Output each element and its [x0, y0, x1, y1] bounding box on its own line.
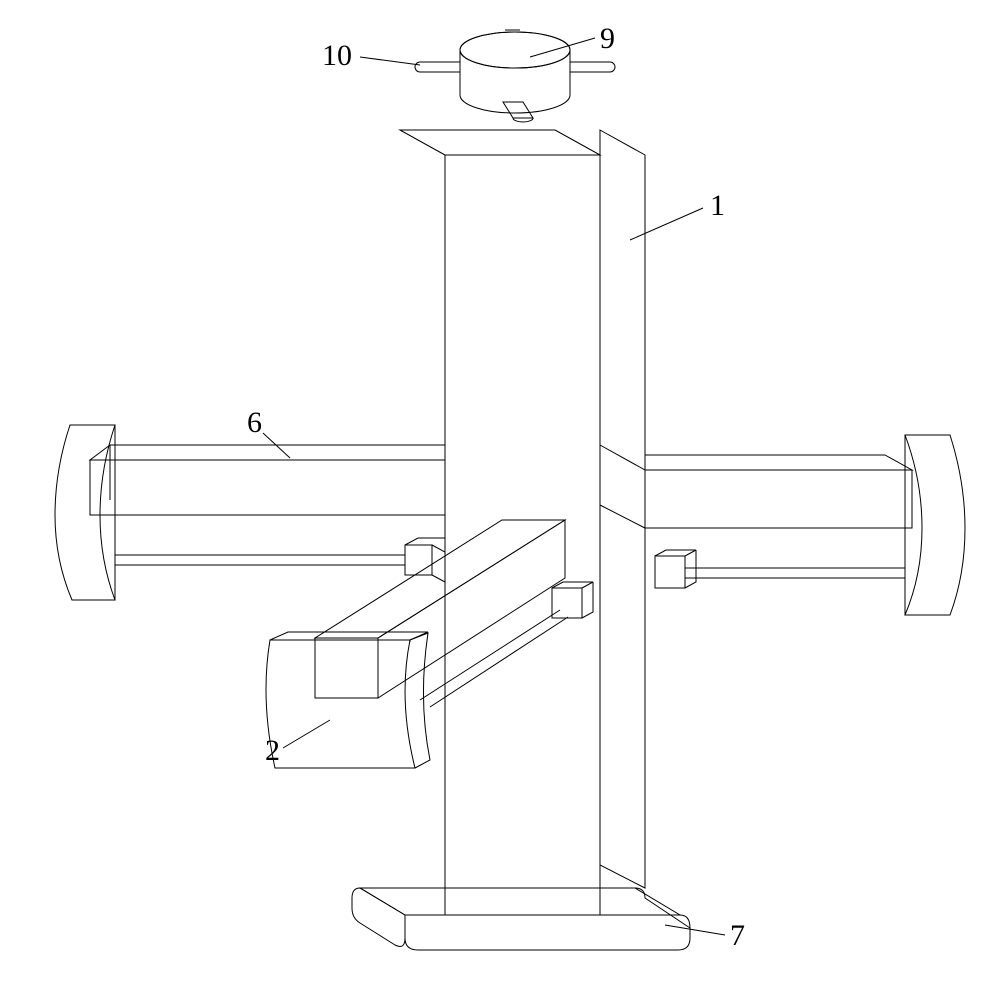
- label-7: 7: [665, 919, 745, 952]
- column-top-edges: [400, 130, 600, 155]
- top-knob: [415, 30, 615, 122]
- right-arm: [645, 435, 965, 615]
- label-7-text: 7: [730, 919, 745, 952]
- label-2-text: 2: [265, 734, 280, 767]
- base-plate: [352, 888, 690, 950]
- left-arm: [55, 425, 445, 600]
- label-10: 10: [322, 39, 420, 72]
- label-2: 2: [265, 720, 330, 767]
- label-1: 1: [630, 189, 725, 240]
- label-1-text: 1: [710, 189, 725, 222]
- label-10-text: 10: [322, 39, 352, 72]
- figure-canvas: 9 10 1 6 2 7: [0, 0, 989, 1000]
- label-6: 6: [247, 406, 290, 458]
- label-6-text: 6: [247, 406, 262, 439]
- label-9: 9: [530, 22, 615, 57]
- label-9-text: 9: [600, 22, 615, 55]
